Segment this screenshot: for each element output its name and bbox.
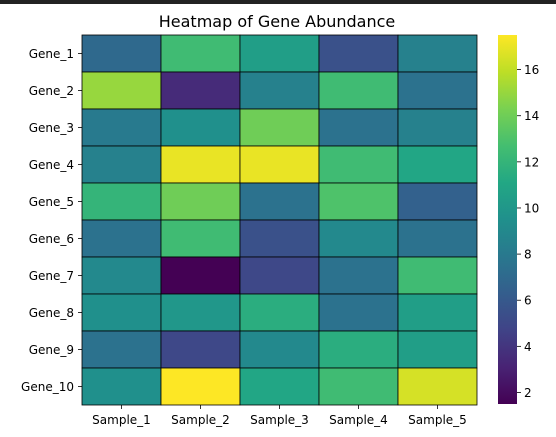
heatmap-cell: [318, 330, 399, 369]
row-label: Gene_4: [29, 158, 74, 172]
column-label: Sample_2: [171, 413, 230, 427]
row-label: Gene_3: [29, 121, 74, 135]
heatmap-cell: [318, 34, 399, 73]
heatmap-cell: [397, 182, 478, 221]
row-label: Gene_8: [29, 306, 74, 320]
row-label: Gene_7: [29, 269, 74, 283]
colorbar-tick-label: 16: [524, 63, 539, 77]
colorbar-tick-label: 10: [524, 201, 539, 215]
heatmap-cell: [239, 182, 320, 221]
heatmap-cell: [81, 256, 162, 295]
row-label: Gene_5: [29, 195, 74, 209]
colorbar-tick-label: 14: [524, 109, 539, 123]
heatmap-cell: [318, 108, 399, 147]
row-label: Gene_6: [29, 232, 74, 246]
heatmap-cell: [81, 145, 162, 184]
heatmap-cell: [239, 293, 320, 332]
column-label: Sample_3: [250, 413, 309, 427]
colorbar: [498, 35, 517, 404]
heatmap-cell: [81, 182, 162, 221]
row-label: Gene_1: [29, 47, 74, 61]
heatmap-cell: [81, 71, 162, 110]
heatmap-cell: [160, 256, 241, 295]
heatmap-cell: [397, 219, 478, 258]
row-label: Gene_9: [29, 343, 74, 357]
heatmap-cell: [318, 71, 399, 110]
heatmap-cell: [397, 71, 478, 110]
heatmap-cell: [81, 330, 162, 369]
heatmap-cell: [160, 219, 241, 258]
heatmap-cell: [318, 219, 399, 258]
window-top-bar: [0, 0, 556, 4]
column-label: Sample_5: [408, 413, 467, 427]
heatmap-cell: [239, 145, 320, 184]
heatmap-cell: [397, 293, 478, 332]
heatmap-cell: [318, 182, 399, 221]
heatmap-cell: [160, 182, 241, 221]
heatmap-cell: [397, 256, 478, 295]
heatmap-cell: [239, 367, 320, 406]
colorbar-tick-label: 2: [524, 386, 532, 400]
heatmap-cell: [81, 293, 162, 332]
heatmap-cell: [397, 34, 478, 73]
heatmap-cell: [81, 219, 162, 258]
heatmap-cell: [397, 108, 478, 147]
row-label: Gene_2: [29, 84, 74, 98]
heatmap-cell: [318, 367, 399, 406]
colorbar-tick-label: 8: [524, 248, 532, 262]
heatmap-cell: [160, 145, 241, 184]
heatmap-cell: [81, 34, 162, 73]
heatmap-cell: [239, 256, 320, 295]
heatmap-cell: [397, 367, 478, 406]
chart-title: Heatmap of Gene Abundance: [159, 12, 396, 31]
colorbar-tick-label: 4: [524, 340, 532, 354]
heatmap-cell: [318, 293, 399, 332]
colorbar-tick-label: 12: [524, 155, 539, 169]
heatmap-cell: [160, 34, 241, 73]
heatmap-cell: [160, 108, 241, 147]
heatmap-cell: [397, 330, 478, 369]
heatmap-cell: [239, 219, 320, 258]
heatmap-cell: [160, 293, 241, 332]
column-label: Sample_4: [329, 413, 388, 427]
row-label: Gene_10: [21, 380, 74, 394]
heatmap-cell: [160, 71, 241, 110]
heatmap-cell: [160, 330, 241, 369]
heatmap-cell: [318, 256, 399, 295]
heatmap-cell: [397, 145, 478, 184]
heatmap-cell: [81, 367, 162, 406]
heatmap-cell: [239, 34, 320, 73]
heatmap-cell: [81, 108, 162, 147]
heatmap-cell: [239, 71, 320, 110]
colorbar-tick-label: 6: [524, 294, 532, 308]
column-label: Sample_1: [92, 413, 151, 427]
heatmap-cell: [318, 145, 399, 184]
heatmap-cell: [160, 367, 241, 406]
heatmap-cell: [239, 330, 320, 369]
heatmap-cell: [239, 108, 320, 147]
